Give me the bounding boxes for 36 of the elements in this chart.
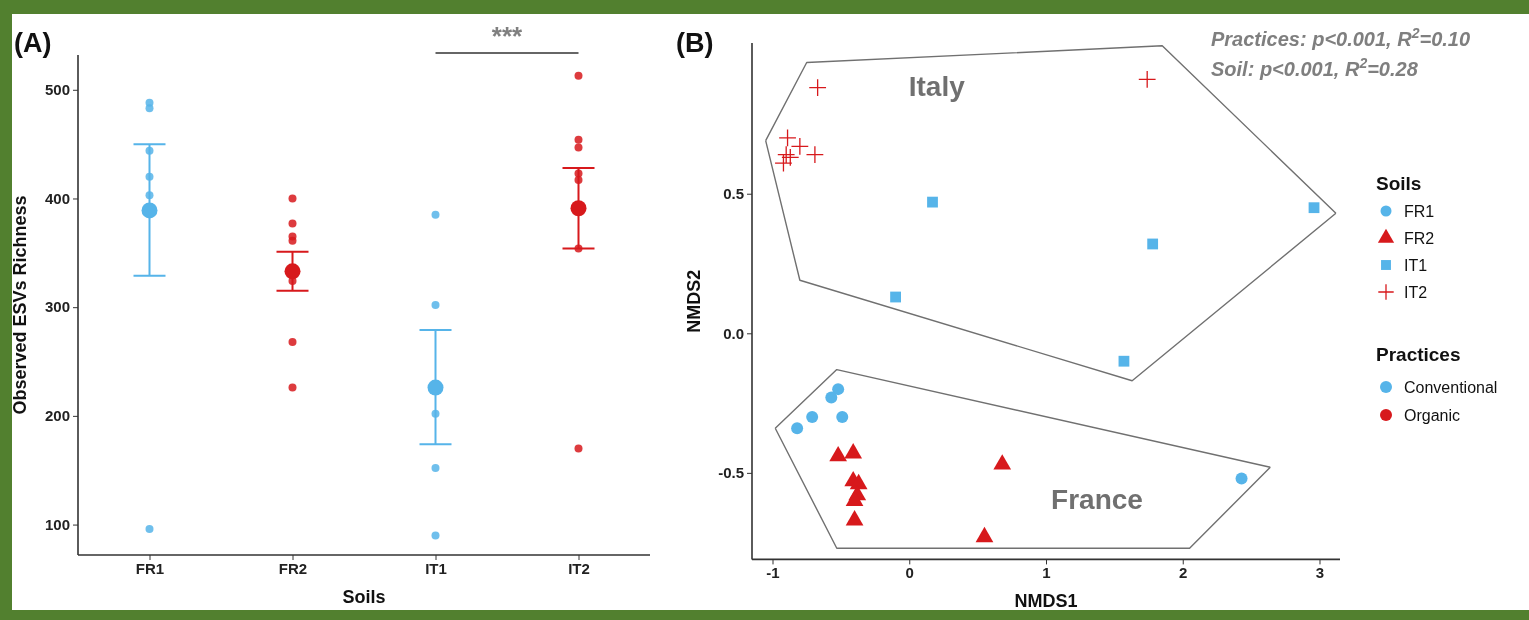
x-tick-label: IT1	[425, 559, 447, 577]
y-tick-label: 100	[44, 515, 70, 533]
legend-label: FR1	[1404, 203, 1435, 220]
legend-title: Soils	[1376, 173, 1422, 194]
x-axis-title: Soils	[342, 587, 386, 607]
annotation: Practices: p<0.001, R$^{2}$=0.10	[1211, 25, 1471, 50]
y-axis-title: Observed ESVs Richness	[10, 195, 30, 415]
chart-title: (A)	[14, 28, 52, 58]
text: Conventional	[1404, 379, 1498, 396]
legend-label: IT2	[1404, 284, 1428, 301]
x-tick-label: 3	[1315, 564, 1325, 582]
text: ***	[491, 21, 524, 51]
annotation: Soil: p<0.001, R$^{2}$=0.28	[1211, 55, 1419, 80]
y-tick-label: 0.5	[723, 185, 744, 203]
y-axis-title: NMDS2	[684, 269, 704, 333]
legend-label: FR2	[1404, 230, 1435, 247]
x-tick-label: FR2	[278, 559, 308, 577]
y-tick-label: -0.5	[718, 464, 744, 482]
y-tick-label: 400	[44, 189, 70, 207]
y-tick-label: 200	[44, 407, 70, 425]
text: Organic	[1404, 407, 1461, 424]
y-tick-label: 0.0	[723, 324, 744, 342]
chart-title: (B)	[676, 28, 714, 58]
x-tick-label: IT2	[568, 559, 590, 577]
y-tick-label: 300	[44, 298, 70, 316]
x-axis-title: NMDS1	[1014, 591, 1078, 612]
x-tick-label: FR1	[135, 559, 165, 577]
y-tick-label: 500	[44, 81, 70, 99]
x-tick-label: -1	[766, 564, 780, 582]
text: Practices	[1376, 344, 1461, 365]
x-tick-label: 0	[905, 564, 914, 582]
x-tick-label: 1	[1042, 564, 1051, 582]
x-tick-label: 2	[1179, 564, 1188, 582]
series-label: France	[1051, 484, 1143, 516]
legend-label: IT1	[1404, 257, 1428, 274]
series-label: Italy	[908, 70, 966, 102]
